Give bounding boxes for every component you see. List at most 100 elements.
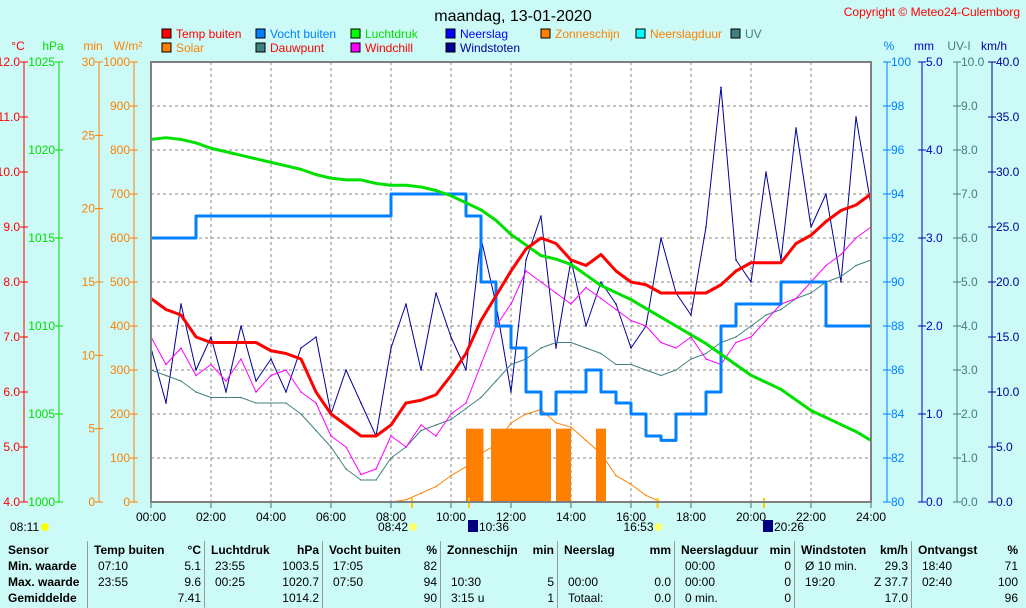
- axis-tick-label: 1015: [28, 231, 55, 245]
- data-point: [390, 424, 392, 426]
- data-point: [240, 154, 242, 157]
- table-cell: 00:25: [215, 575, 246, 589]
- sun-marker-time: 10:36: [479, 520, 509, 534]
- table-cell: 18:40: [922, 559, 953, 573]
- data-point: [765, 314, 767, 316]
- data-point: [360, 402, 362, 404]
- data-point: [690, 334, 692, 336]
- data-point: [735, 303, 737, 305]
- data-point: [360, 435, 362, 437]
- data-point: [825, 416, 827, 419]
- data-point: [330, 413, 332, 415]
- data-point: [480, 452, 482, 455]
- data-point: [645, 325, 647, 327]
- axis-tick-label: 15.0: [996, 330, 1020, 344]
- data-point: [720, 283, 722, 286]
- data-point: [285, 369, 287, 371]
- axis-tick-label: 500: [110, 275, 130, 289]
- data-point: [180, 138, 182, 141]
- data-point: [615, 291, 617, 294]
- data-point: [630, 363, 632, 366]
- data-point: [255, 391, 257, 393]
- data-point: [735, 336, 737, 338]
- data-point: [315, 402, 317, 404]
- data-point: [345, 424, 347, 426]
- table-cell: 19:20: [805, 575, 836, 589]
- data-point: [600, 297, 602, 300]
- data-point: [795, 281, 797, 283]
- sun-marker-time: 16:53: [624, 520, 654, 534]
- axis-tick-label: 1000: [28, 495, 55, 509]
- axis-tick-label: 1.0: [961, 451, 978, 465]
- x-tick-label: 18:00: [676, 510, 706, 524]
- table-cell: 17:05: [333, 559, 364, 573]
- data-point: [825, 220, 827, 223]
- data-point: [285, 215, 287, 217]
- table-cell: 0.0: [654, 575, 671, 589]
- data-point: [585, 325, 587, 327]
- data-point: [705, 391, 707, 393]
- data-point: [165, 374, 167, 377]
- series-vocht-buiten: [151, 192, 871, 442]
- data-point: [600, 391, 602, 393]
- data-point: [525, 413, 527, 415]
- data-point: [210, 341, 212, 344]
- data-point: [555, 258, 557, 260]
- data-point: [180, 347, 182, 349]
- data-point: [420, 429, 422, 432]
- table-cell: 0: [784, 575, 791, 589]
- data-point: [480, 209, 482, 211]
- data-point: [390, 184, 392, 186]
- axis-tick-label: 30: [82, 55, 96, 69]
- table-cell: 23:55: [215, 559, 246, 573]
- data-point: [405, 499, 407, 501]
- sun-marker-time: 20:26: [774, 520, 804, 534]
- data-point: [765, 261, 767, 264]
- data-point: [480, 319, 482, 322]
- axis-tick-label: 35.0: [996, 110, 1020, 124]
- table-cell: 17.0: [884, 591, 908, 605]
- data-point: [465, 202, 467, 204]
- weather-chart: maandag, 13-01-2020 Copyright © Meteo24-…: [0, 5, 1020, 534]
- data-point: [330, 215, 332, 217]
- data-point: [285, 165, 287, 167]
- axis-tick-label: 600: [110, 231, 130, 245]
- data-point: [465, 215, 467, 217]
- data-point: [690, 358, 692, 360]
- column-separator: [794, 541, 795, 608]
- data-point: [750, 336, 752, 338]
- axis-unit: %: [884, 39, 895, 53]
- x-tick-label: 14:00: [556, 510, 586, 524]
- data-point: [495, 444, 497, 446]
- chart-title: maandag, 13-01-2020: [434, 8, 592, 25]
- data-point: [630, 413, 632, 415]
- data-point: [225, 215, 227, 217]
- data-point: [540, 237, 542, 239]
- data-point: [600, 352, 602, 355]
- data-point: [300, 168, 302, 171]
- axis-tick-label: 6.0: [961, 231, 978, 245]
- data-point: [225, 396, 227, 399]
- axis-tick-label: 5.0: [996, 440, 1013, 454]
- data-point: [570, 341, 572, 344]
- data-point: [210, 215, 212, 217]
- legend-swatch-1: [161, 42, 172, 53]
- axis-tick-label: 30.0: [996, 165, 1020, 179]
- data-point: [600, 253, 602, 256]
- data-point: [780, 388, 782, 391]
- data-point: [375, 182, 377, 185]
- legend-swatch-9: [635, 28, 646, 39]
- column-separator: [674, 541, 675, 608]
- legend-swatch-8: [540, 28, 551, 39]
- data-point: [765, 303, 767, 305]
- data-point: [735, 341, 737, 344]
- data-point: [765, 171, 767, 173]
- data-point: [390, 457, 392, 459]
- data-point: [525, 259, 527, 261]
- data-point: [405, 184, 407, 186]
- axis-tick-label: 7.0: [3, 330, 20, 344]
- data-point: [210, 147, 212, 150]
- data-point: [825, 325, 827, 327]
- legend-label: Temp buiten: [176, 27, 241, 41]
- axis-tick-label: 4.0: [961, 319, 978, 333]
